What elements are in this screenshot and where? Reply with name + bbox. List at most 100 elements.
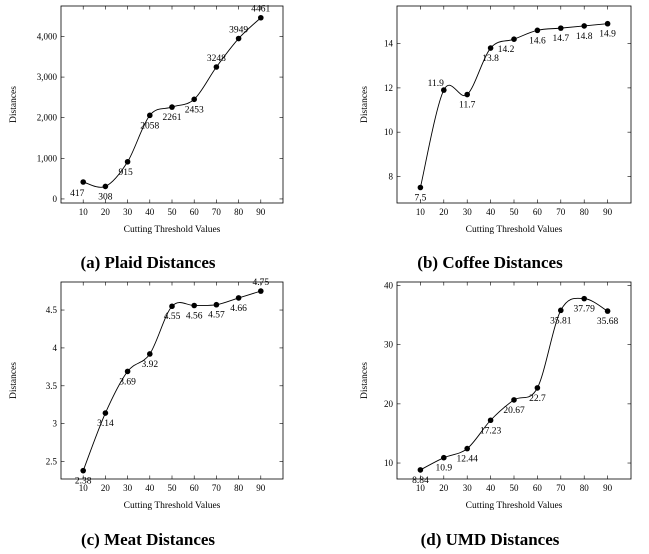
data-label: 22.7 xyxy=(529,394,546,404)
y-tick-label: 3,000 xyxy=(37,72,58,82)
data-point xyxy=(102,410,109,416)
data-label: 3.14 xyxy=(97,419,114,429)
data-label: 2261 xyxy=(163,113,182,123)
data-point xyxy=(102,183,109,190)
y-tick-label: 3.5 xyxy=(46,381,58,391)
data-label: 2.38 xyxy=(75,477,92,487)
data-label: 3.92 xyxy=(141,360,158,370)
data-point xyxy=(124,368,131,375)
data-point xyxy=(124,158,131,165)
data-point xyxy=(258,288,264,294)
x-tick-label: 40 xyxy=(145,207,155,217)
figure-caption: (d) UMD Distances xyxy=(421,530,560,549)
x-tick-label: 90 xyxy=(603,483,613,493)
data-label: 7.5 xyxy=(414,194,426,204)
x-tick-label: 60 xyxy=(190,483,200,493)
y-axis-label: Distances xyxy=(360,362,370,399)
x-tick-label: 80 xyxy=(580,207,590,217)
y-tick-label: 1,000 xyxy=(37,153,58,163)
data-label: 14.6 xyxy=(529,36,546,46)
y-axis-label: Distances xyxy=(9,86,19,123)
y-tick-label: 2.5 xyxy=(46,457,58,467)
x-tick-label: 10 xyxy=(416,207,426,217)
plot-frame xyxy=(396,5,632,204)
y-axis-label: Distances xyxy=(360,86,370,123)
x-tick-label: 20 xyxy=(101,483,111,493)
data-point xyxy=(213,301,220,308)
x-tick-label: 50 xyxy=(510,207,520,217)
x-tick-label: 50 xyxy=(168,483,178,493)
x-tick-label: 40 xyxy=(145,483,155,493)
x-tick-label: 30 xyxy=(123,483,133,493)
data-label: 12.44 xyxy=(457,455,479,465)
data-point xyxy=(511,36,517,43)
y-tick-label: 10 xyxy=(384,458,394,468)
x-tick-label: 90 xyxy=(256,207,266,217)
x-axis-label: Cutting Threshold Values xyxy=(124,225,221,235)
data-point xyxy=(464,445,471,452)
data-point xyxy=(417,184,424,191)
figure-caption: (a) Plaid Distances xyxy=(80,253,215,272)
y-tick-label: 12 xyxy=(384,83,393,93)
x-tick-label: 70 xyxy=(556,207,566,217)
data-point xyxy=(441,87,447,93)
chart-panel-3: 10 20 30 40 50 60 70 80 90 2.5 3 3.5 4 4.5 Cutting Thr… xyxy=(9,278,284,549)
x-tick-label: 80 xyxy=(234,207,244,217)
data-label: 3949 xyxy=(229,26,248,36)
data-label: 13.8 xyxy=(482,54,499,64)
y-tick-label: 30 xyxy=(384,340,394,350)
figure-caption: (b) Coffee Distances xyxy=(417,253,563,272)
data-label: 17.23 xyxy=(480,426,502,436)
data-label: 2453 xyxy=(185,105,204,115)
data-point xyxy=(558,307,564,314)
data-point xyxy=(235,35,242,42)
data-point xyxy=(464,91,471,98)
y-tick-label: 0 xyxy=(53,194,58,204)
data-point xyxy=(534,385,541,391)
data-point xyxy=(534,27,541,34)
y-tick-label: 40 xyxy=(384,281,394,291)
x-tick-label: 90 xyxy=(603,207,613,217)
data-label: 8.84 xyxy=(412,476,429,486)
data-point xyxy=(604,20,611,27)
data-label: 11.7 xyxy=(459,101,476,111)
data-label: 308 xyxy=(98,192,113,202)
figure-caption: (c) Meat Distances xyxy=(81,530,215,549)
data-label: 417 xyxy=(70,189,85,199)
data-point xyxy=(581,23,587,29)
y-tick-label: 4 xyxy=(53,343,58,353)
data-point xyxy=(235,295,242,301)
x-tick-label: 20 xyxy=(101,207,111,217)
data-point xyxy=(169,104,175,110)
data-label: 4.55 xyxy=(164,312,181,322)
x-tick-label: 90 xyxy=(256,483,266,493)
data-label: 20.67 xyxy=(503,406,525,416)
data-label: 35.81 xyxy=(550,316,572,326)
data-point xyxy=(604,308,611,314)
data-label: 37.79 xyxy=(574,305,596,315)
data-point xyxy=(169,303,175,310)
data-point xyxy=(213,64,220,70)
series-line xyxy=(83,17,262,188)
data-point xyxy=(191,96,197,103)
chart-panel-2: 10 20 30 40 50 60 70 80 90 8 10 12 14 Cutting Thresho… xyxy=(360,5,632,272)
data-label: 2058 xyxy=(140,121,159,131)
data-label: 4.56 xyxy=(186,311,203,321)
x-tick-label: 50 xyxy=(510,483,520,493)
data-label: 14.9 xyxy=(599,30,616,40)
data-point xyxy=(511,397,517,403)
x-tick-label: 60 xyxy=(190,207,200,217)
y-tick-label: 3 xyxy=(53,419,58,429)
y-axis-label: Distances xyxy=(9,362,19,399)
x-axis-label: Cutting Threshold Values xyxy=(466,501,563,511)
x-tick-label: 30 xyxy=(123,207,133,217)
data-point xyxy=(80,179,86,185)
data-point xyxy=(191,302,197,309)
data-point xyxy=(258,14,264,21)
chart-panel-1: 10 20 30 40 50 60 70 80 90 0 1,000 2,000 3,000 4,000 C… xyxy=(9,5,284,272)
data-point xyxy=(441,454,447,461)
data-label: 4.66 xyxy=(230,304,247,314)
data-point xyxy=(147,351,153,357)
data-label: 4461 xyxy=(251,5,270,15)
